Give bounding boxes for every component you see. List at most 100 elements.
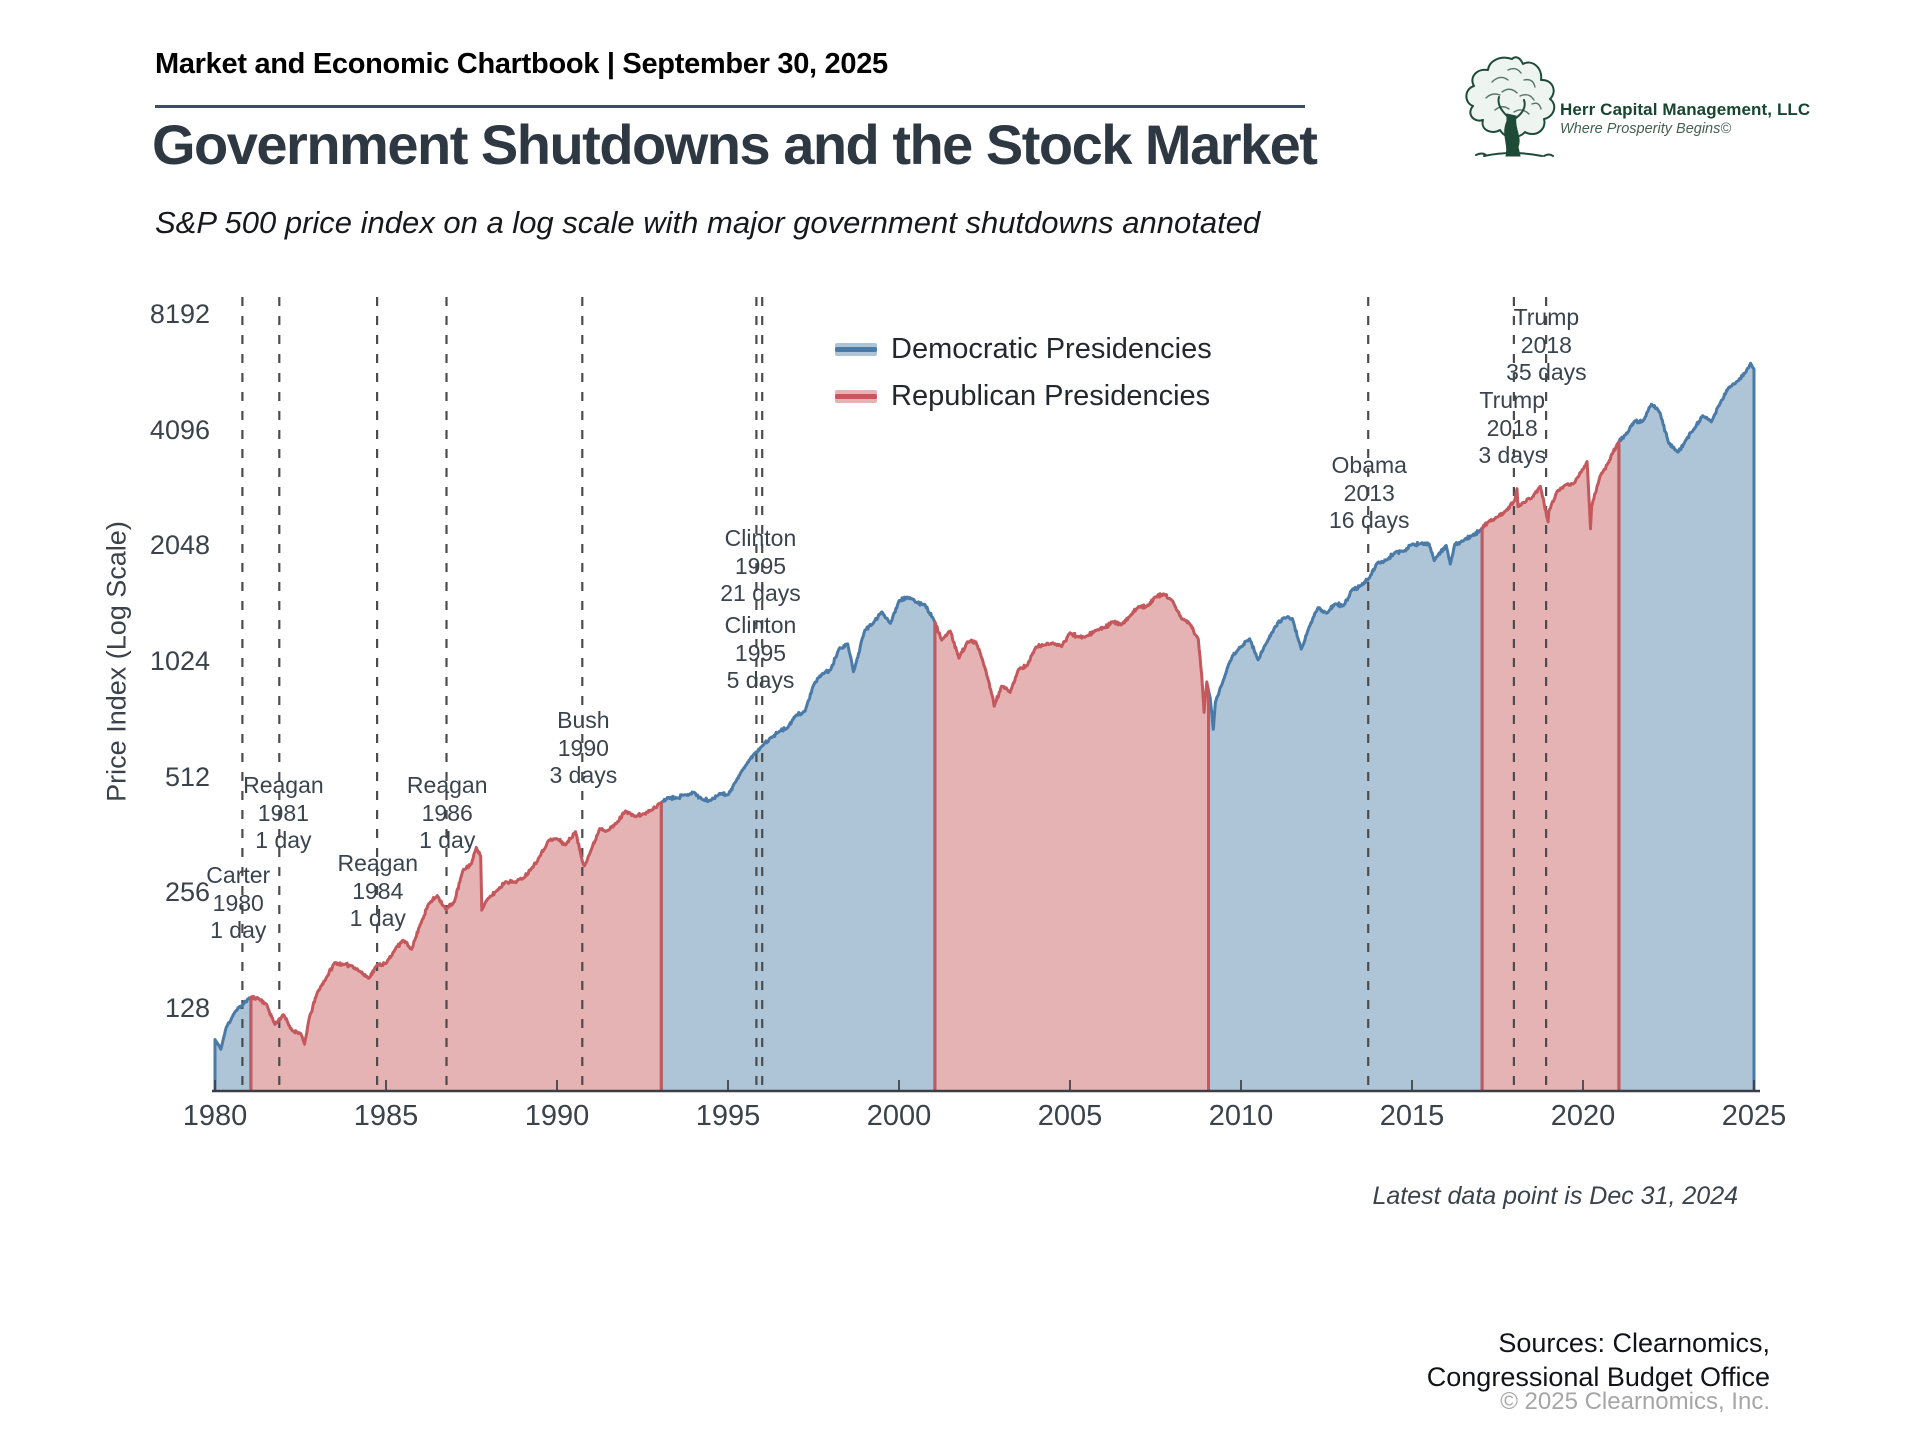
x-tick-label-2005: 2005: [1037, 1100, 1103, 1132]
dem-price-lines: [213, 361, 1756, 1091]
legend: Democratic Presidencies Republican Presid…: [835, 332, 1212, 413]
latest-data-footnote: Latest data point is Dec 31, 2024: [1372, 1182, 1738, 1210]
y-tick-label-8192: 8192: [149, 298, 210, 329]
annotation-line: 1990: [557, 734, 609, 761]
shutdown-annotation-reagan-1984: Reagan 1984 1 day: [337, 850, 418, 933]
annotation-line: 1 day: [349, 905, 406, 931]
shutdown-annotation-trump-2018: Trump 2018 35 days: [1506, 304, 1587, 387]
annotation-line: 1995: [734, 552, 787, 579]
x-tick-label-2015: 2015: [1379, 1100, 1445, 1132]
annotation-line: 1 day: [419, 827, 476, 853]
y-tick-label-128: 128: [164, 993, 210, 1023]
republican-price-line: [1480, 440, 1621, 1091]
dem-area-fills: [215, 363, 1754, 1091]
legend-label: Democratic Presidencies: [891, 332, 1212, 365]
shutdown-annotation-obama-2013: Obama 2013 16 days: [1329, 452, 1410, 535]
legend-swatch-stripe: [835, 346, 877, 352]
chartbook-header: Market and Economic Chartbook | Septembe…: [155, 48, 888, 80]
republican-price-line: [933, 592, 1210, 1091]
x-tick-label-2010: 2010: [1208, 1100, 1274, 1132]
annotation-line: Clinton: [724, 612, 797, 638]
x-tick-label-2000: 2000: [866, 1100, 932, 1132]
page-subtitle: S&P 500 price index on a log scale with …: [155, 205, 1261, 240]
democratic-price-line: [213, 996, 253, 1091]
annotation-line: 1980: [212, 889, 264, 916]
sources-line1: Sources: Clearnomics,: [1498, 1328, 1770, 1358]
legend-item-dem: Democratic Presidencies: [835, 332, 1212, 366]
annotation-line: Reagan: [337, 850, 419, 876]
annotation-line: 1986: [421, 799, 473, 826]
annotation-line: 35 days: [1506, 359, 1587, 385]
annotation-line: 16 days: [1328, 507, 1410, 533]
annotation-line: 1 day: [210, 917, 267, 943]
shutdown-annotation-clinton-1995: Clinton 1995 21 days: [720, 525, 801, 608]
democratic-presidency-area: [215, 997, 251, 1091]
x-axis: [212, 1080, 1760, 1093]
democratic-price-line: [1617, 361, 1756, 1091]
annotation-line: 2018: [1520, 331, 1572, 358]
democratic-presidency-area: [661, 597, 935, 1091]
legend-label: Republican Presidencies: [891, 379, 1211, 412]
democratic-price-line: [1207, 526, 1484, 1091]
annotation-line: 2013: [1343, 479, 1395, 506]
legend-item-rep: Republican Presidencies: [835, 379, 1212, 413]
logo-tagline: Where Prosperity Begins©: [1560, 121, 1732, 137]
annotation-line: 3 days: [1478, 442, 1547, 468]
annotation-line: Reagan: [243, 772, 324, 798]
annotation-line: Trump: [1479, 387, 1546, 413]
sources-line2: Congressional Budget Office: [1426, 1362, 1770, 1392]
rep-price-lines: [249, 440, 1621, 1091]
annotation-line: Carter: [206, 862, 271, 888]
democratic-presidency-area: [1618, 363, 1754, 1091]
shutdown-annotation-clinton-1995: Clinton 1995 5 days: [725, 612, 797, 695]
shutdown-annotation-reagan-1981: Reagan 1981 1 day: [243, 772, 324, 855]
annotation-line: 21 days: [720, 580, 801, 606]
rep-area-fills: [250, 441, 1619, 1091]
annotation-line: Bush: [557, 707, 610, 733]
republican-presidency-area: [250, 802, 662, 1091]
annotation-line: 1 day: [255, 827, 312, 853]
legend-swatch-rep-icon: [835, 389, 877, 403]
shutdown-annotation-carter-1980: Carter 1980 1 day: [206, 862, 270, 945]
x-tick-label-2020: 2020: [1550, 1100, 1616, 1132]
tree-icon: [1465, 56, 1556, 157]
x-tick-label-1995: 1995: [695, 1100, 761, 1132]
shutdown-annotation-reagan-1986: Reagan 1986 1 day: [407, 772, 488, 855]
x-tick-label-2025: 2025: [1721, 1100, 1787, 1132]
company-logo: [1462, 52, 1562, 160]
y-tick-label-512: 512: [164, 761, 210, 792]
y-tick-label-1024: 1024: [149, 645, 210, 676]
logo-company-name: Herr Capital Management, LLC: [1560, 100, 1811, 119]
republican-presidency-area: [934, 593, 1209, 1091]
x-tick-label-1990: 1990: [524, 1100, 590, 1132]
copyright-text: © 2025 Clearnomics, Inc.: [1500, 1388, 1770, 1415]
democratic-price-line: [659, 595, 937, 1091]
y-tick-label-256: 256: [164, 877, 210, 908]
x-tick-label-1985: 1985: [353, 1100, 419, 1132]
x-tick-label-1980: 1980: [182, 1100, 248, 1132]
democratic-presidency-area: [1208, 527, 1483, 1091]
y-tick-label-4096: 4096: [149, 414, 210, 445]
shutdown-annotation-bush-1990: Bush 1990 3 days: [549, 707, 617, 790]
y-axis-title: Price Index (Log Scale): [101, 521, 132, 802]
annotation-line: 1995: [734, 639, 787, 666]
legend-swatch-dem-icon: [835, 342, 877, 356]
shutdown-annotation-trump-2018: Trump 2018 3 days: [1478, 387, 1546, 470]
y-tick-label-2048: 2048: [149, 530, 210, 561]
annotation-line: 1984: [352, 877, 404, 904]
sources-text: Sources: Clearnomics, Congressional Budg…: [1427, 1326, 1770, 1394]
republican-price-line: [249, 800, 663, 1091]
annotation-line: Trump: [1513, 304, 1580, 330]
header-rule: [155, 105, 1305, 108]
annotation-line: Reagan: [406, 772, 488, 798]
annotation-line: 3 days: [549, 762, 618, 788]
annotation-line: 1981: [257, 799, 309, 826]
page-title: Government Shutdowns and the Stock Marke…: [152, 113, 1318, 176]
annotation-line: 2018: [1486, 414, 1538, 441]
legend-swatch-stripe: [835, 393, 877, 399]
annotation-line: Obama: [1331, 452, 1407, 478]
annotation-line: Clinton: [724, 525, 797, 551]
annotation-line: 5 days: [726, 667, 795, 693]
